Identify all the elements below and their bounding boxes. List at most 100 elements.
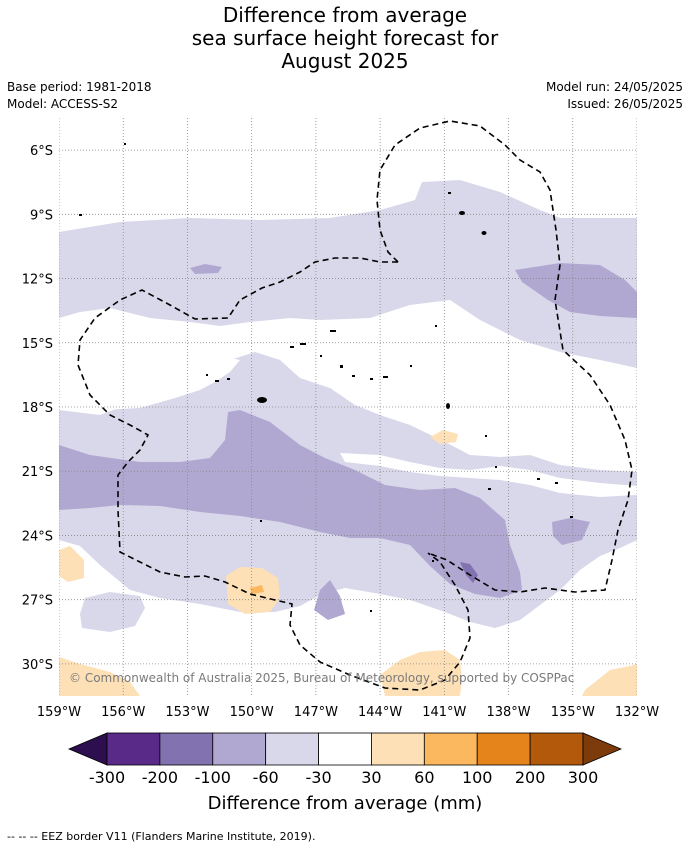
issued-date: Issued: 26/05/2025 <box>567 97 683 111</box>
longitude-tick-label: 135°W <box>551 705 595 720</box>
island <box>570 516 573 518</box>
island <box>537 478 540 480</box>
longitude-tick-label: 138°W <box>486 705 530 720</box>
neutral-channel <box>340 453 637 497</box>
model-name: Model: ACCESS-S2 <box>7 97 119 111</box>
island <box>410 365 412 367</box>
anomaly-region-medium-ne <box>515 263 637 318</box>
longitude-tick-label: 150°W <box>230 705 274 720</box>
island <box>481 231 487 235</box>
anomaly-region-positive-7 <box>582 664 637 696</box>
colorbar-tick-label: 30 <box>361 768 381 787</box>
copyright-notice: © Commonwealth of Australia 2025, Bureau… <box>69 671 574 685</box>
island <box>432 560 434 562</box>
colorbar-segment <box>106 732 161 766</box>
colorbar-segment <box>318 732 372 766</box>
latitude-tick-label: 21°S <box>22 465 53 480</box>
island <box>290 346 294 348</box>
island <box>488 488 491 490</box>
footer-legend: -- -- -- EEZ border V11 (Flanders Marine… <box>7 830 316 843</box>
longitude-tick-label: 132°W <box>615 705 659 720</box>
anomaly-region-positive-2 <box>250 585 264 594</box>
neutral-inlet <box>59 348 240 410</box>
colorbar-segment <box>159 732 214 766</box>
title-line-1: Difference from average <box>222 3 468 27</box>
colorbar-tick-label: -60 <box>253 768 279 787</box>
island <box>257 397 267 403</box>
map-plot-area: © Commonwealth of Australia 2025, Bureau… <box>59 118 637 696</box>
island <box>485 435 487 437</box>
island <box>370 610 372 612</box>
latitude-tick-label: 6°S <box>30 144 53 159</box>
anomaly-region-medium-east <box>552 518 590 545</box>
longitude-labels: 159°W 156°W 153°W 150°W 147°W 144°W 141°W 138°W… <box>37 705 659 720</box>
island <box>555 482 558 484</box>
island <box>435 325 437 327</box>
island <box>370 378 373 380</box>
latitude-tick-label: 30°S <box>22 658 53 673</box>
colorbar-segment <box>371 732 425 766</box>
island <box>459 211 465 215</box>
latitude-tick-label: 12°S <box>22 273 53 288</box>
colorbar-segment <box>529 732 584 766</box>
anomaly-region-medium-south <box>59 410 522 598</box>
colorbar-tick-label: 100 <box>462 768 493 787</box>
anomaly-region-medium-small <box>190 264 222 274</box>
base-period: Base period: 1981-2018 <box>7 80 152 94</box>
island <box>352 375 355 377</box>
latitude-labels: 6°S 9°S 12°S 15°S 18°S 21°S 24°S 27°S 30°S <box>22 144 53 673</box>
colorbar-tick-label: -30 <box>305 768 331 787</box>
title-line-3: August 2025 <box>281 49 409 73</box>
longitude-tick-label: 141°W <box>422 705 466 720</box>
island <box>215 380 219 382</box>
island <box>446 403 450 409</box>
island <box>124 143 126 145</box>
colorbar-segment <box>476 732 531 766</box>
latitude-tick-label: 24°S <box>22 529 53 544</box>
latitude-tick-label: 18°S <box>22 401 53 416</box>
longitude-tick-label: 144°W <box>358 705 402 720</box>
island <box>495 466 497 468</box>
colorbar-extend-min <box>67 732 108 766</box>
title-line-2: sea surface height forecast for <box>191 26 499 50</box>
island <box>340 365 343 368</box>
latitude-tick-label: 27°S <box>22 594 53 609</box>
island <box>320 355 322 357</box>
colorbar-tick-label: -200 <box>142 768 178 787</box>
islands <box>79 143 573 612</box>
colorbar-segment <box>265 732 319 766</box>
eez-borders <box>77 120 633 691</box>
island <box>300 343 306 345</box>
anomaly-region-light-north <box>59 180 637 368</box>
colorbar-tick-label: 60 <box>414 768 434 787</box>
chart-title: Difference from average sea surface heig… <box>0 4 690 73</box>
colorbar-segment <box>212 732 267 766</box>
anomaly-region-positive-3 <box>59 546 84 582</box>
longitude-tick-label: 153°W <box>165 705 209 720</box>
eez-border-north <box>376 120 633 593</box>
model-run: Model run: 24/05/2025 <box>545 80 683 94</box>
anomaly-region-strong <box>460 562 478 583</box>
anomaly-region-positive-6 <box>380 650 462 696</box>
colorbar-tick-label: -300 <box>89 768 125 787</box>
island <box>448 192 451 194</box>
colorbar-extend-max <box>582 732 623 766</box>
longitude-tick-label: 159°W <box>37 705 81 720</box>
colorbar-tick-label: 300 <box>568 768 599 787</box>
island <box>330 330 336 332</box>
longitude-tick-label: 147°W <box>294 705 338 720</box>
meta-right: Model run: 24/05/2025 Issued: 26/05/2025 <box>546 79 683 113</box>
island <box>206 374 208 376</box>
island <box>79 214 82 216</box>
latitude-tick-label: 15°S <box>22 337 53 352</box>
island <box>260 520 262 522</box>
colorbar-segment <box>423 732 478 766</box>
longitude-tick-label: 156°W <box>101 705 145 720</box>
meta-left: Base period: 1981-2018 Model: ACCESS-S2 <box>7 79 152 113</box>
colorbar-tick-label: -100 <box>195 768 231 787</box>
anomaly-region-positive-5 <box>59 657 140 696</box>
latitude-tick-label: 9°S <box>30 208 53 223</box>
colorbar-title: Difference from average (mm) <box>208 793 483 814</box>
island <box>227 378 230 380</box>
